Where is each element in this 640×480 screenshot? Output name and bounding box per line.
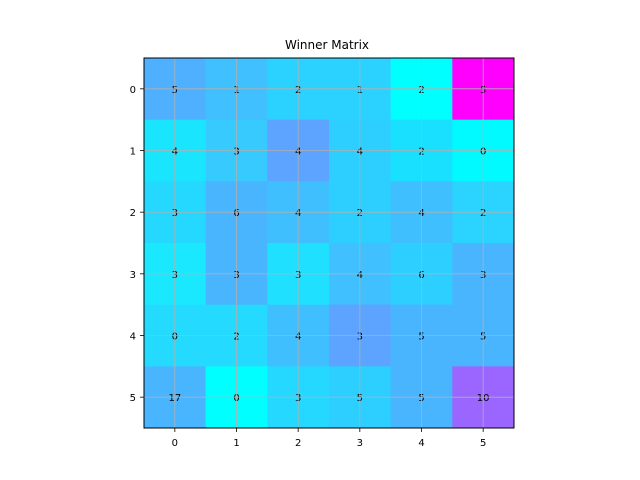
y-axis: 0 1 2 3 4 5	[130, 85, 144, 404]
x-tick-label: 5	[480, 438, 486, 449]
y-tick-label: 4	[130, 332, 136, 343]
x-tick-label: 2	[295, 438, 301, 449]
grid-lines	[144, 58, 514, 428]
x-tick-label: 3	[357, 438, 363, 449]
y-tick-label: 5	[130, 393, 136, 404]
plot-frame	[143, 57, 515, 429]
x-tick-label: 1	[233, 438, 239, 449]
x-axis: 0 1 2 3 4 5	[172, 428, 486, 449]
x-tick-label: 0	[172, 438, 178, 449]
x-tick-label: 4	[418, 438, 424, 449]
chart-title: Winner Matrix	[285, 38, 369, 52]
y-tick-label: 1	[130, 147, 136, 158]
y-tick-label: 0	[130, 85, 136, 96]
y-tick-label: 3	[130, 270, 136, 281]
y-tick-label: 2	[130, 208, 136, 219]
heatmap-cells	[144, 58, 515, 429]
